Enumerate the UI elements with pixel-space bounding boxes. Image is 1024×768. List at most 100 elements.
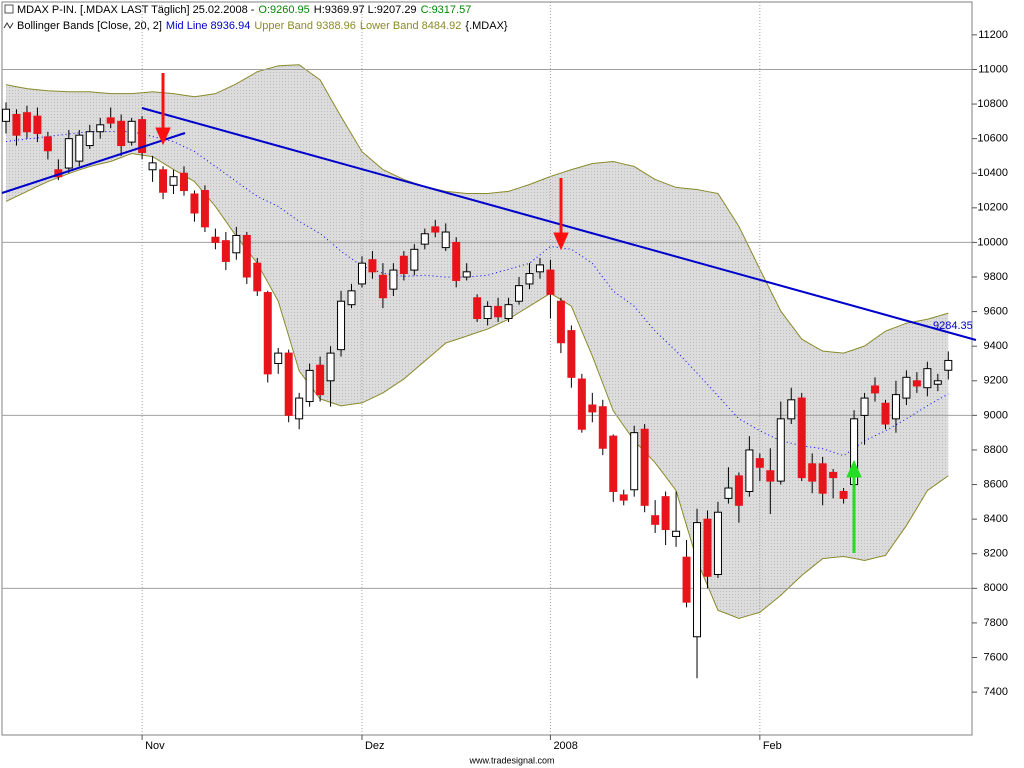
candle-body <box>871 385 880 394</box>
y-tick-label: 9800 <box>984 271 1008 283</box>
lower-band <box>5 152 949 619</box>
candle-body <box>829 471 838 479</box>
indicator-upper: Upper Band 9388.96 <box>254 20 356 32</box>
header-open: O:9260.95 <box>258 4 309 16</box>
candle-body <box>2 108 10 122</box>
candle-body <box>316 364 325 396</box>
x-tick-label: Feb <box>763 740 782 752</box>
indicator: Bollinger Bands [Close, 20, 2] Mid Line 8… <box>17 20 508 32</box>
candle-body <box>284 352 293 416</box>
candle-body <box>263 292 272 375</box>
candle-body <box>891 394 900 420</box>
candle-body <box>640 428 649 506</box>
candle-body <box>148 162 157 171</box>
candle-body <box>577 378 586 430</box>
y-tick-label: 10200 <box>977 202 1008 214</box>
candle-body <box>619 494 628 501</box>
indicator-lower: Lower Band 8484.92 <box>360 20 462 32</box>
grid-layer <box>2 2 972 735</box>
candle-body <box>734 475 743 506</box>
candle-body <box>179 172 188 192</box>
annotation: 9284.35 <box>933 320 973 332</box>
candle-body <box>535 264 544 273</box>
candle-body <box>881 402 890 425</box>
candle-body <box>944 359 953 371</box>
y-tick-label: 7600 <box>984 651 1008 663</box>
y-tick-label: 10400 <box>977 167 1008 179</box>
candle-body <box>546 269 555 295</box>
mid-band <box>5 131 949 457</box>
candle-body <box>787 399 796 420</box>
candle-body <box>504 304 513 320</box>
candle-body <box>682 556 691 603</box>
candle-body <box>253 262 262 292</box>
candle-body <box>724 487 733 499</box>
y-tick-label: 8600 <box>984 478 1008 490</box>
candle-body <box>494 305 503 318</box>
candle-body <box>588 404 597 413</box>
candle-body <box>64 138 73 169</box>
y-tick-label: 10000 <box>977 236 1008 248</box>
candle-body <box>462 271 471 278</box>
candle-body <box>337 300 346 351</box>
candle-body <box>190 193 199 214</box>
candle-body <box>200 190 209 228</box>
x-tick-label: Nov <box>145 740 165 752</box>
candle-body <box>378 274 387 299</box>
candle-body <box>159 169 168 193</box>
y-tick-label: 8000 <box>984 582 1008 594</box>
y-tick-label: 7400 <box>984 686 1008 698</box>
indicator-name: Bollinger Bands [Close, 20, 2] <box>17 20 162 32</box>
candle-body <box>556 300 565 344</box>
candle-body <box>232 234 241 254</box>
candle-body <box>661 496 670 531</box>
candle-body <box>357 262 366 285</box>
candle-body <box>630 432 639 491</box>
candle-body <box>525 273 534 285</box>
header-close: C:9317.57 <box>421 4 472 16</box>
y-tick-label: 11000 <box>978 63 1008 75</box>
header-symbol: MDAX P-IN. [.MDAX LAST Täglich] 25.02.20… <box>17 4 255 16</box>
trend-line <box>1 132 186 194</box>
candle-body <box>745 449 754 492</box>
candle-body <box>127 120 136 143</box>
arrow-head <box>553 232 569 251</box>
checkbox-icon <box>4 4 14 14</box>
y-tick-label: 8400 <box>984 513 1008 525</box>
candle-body <box>106 117 115 124</box>
candle-body <box>902 376 911 399</box>
candle-body <box>399 255 408 275</box>
candle-body <box>452 241 461 281</box>
candle-body <box>410 248 419 271</box>
candle-body <box>651 515 660 525</box>
candle-body <box>713 511 722 575</box>
candle-body <box>420 233 429 245</box>
candle-body <box>368 259 377 273</box>
candle-body <box>693 522 702 638</box>
indicator-mid: Mid Line 8936.94 <box>166 20 250 32</box>
candle-body <box>12 113 21 136</box>
y-tick-label: 11200 <box>978 29 1008 41</box>
candle-body <box>274 352 283 364</box>
candle-body <box>860 397 869 416</box>
candle-body <box>242 234 251 278</box>
candle-body <box>295 397 304 420</box>
y-tick-label: 9000 <box>984 409 1008 421</box>
footer: www.tradesignal.com <box>468 755 554 765</box>
candle-body <box>85 131 94 147</box>
candle-body <box>22 112 31 133</box>
y-tick-label: 10600 <box>977 133 1008 145</box>
candle-body <box>75 134 84 162</box>
candle-body <box>305 369 314 403</box>
candle-body <box>211 236 220 243</box>
arrow-head <box>155 127 171 146</box>
candle-body <box>33 115 42 134</box>
candle-body <box>483 305 492 320</box>
x-tick-label: Dez <box>365 740 385 752</box>
candle-body <box>755 458 764 468</box>
arrow-head <box>846 459 862 478</box>
candle-body <box>672 530 681 537</box>
candle-body <box>776 418 785 482</box>
